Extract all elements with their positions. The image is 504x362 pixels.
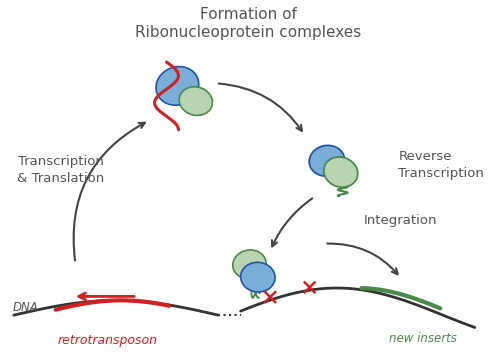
Ellipse shape	[233, 250, 266, 279]
Text: new inserts: new inserts	[389, 332, 457, 345]
Ellipse shape	[324, 157, 358, 187]
Text: Ribonucleoprotein complexes: Ribonucleoprotein complexes	[135, 25, 361, 40]
Ellipse shape	[240, 262, 275, 292]
Text: Integration: Integration	[364, 214, 437, 227]
Text: DNA: DNA	[12, 301, 38, 314]
Ellipse shape	[309, 146, 345, 176]
Ellipse shape	[156, 67, 199, 105]
Text: Transcription
& Translation: Transcription & Translation	[17, 155, 104, 185]
Ellipse shape	[179, 87, 213, 115]
Text: Formation of: Formation of	[200, 7, 296, 22]
Text: retrotransposon: retrotransposon	[57, 334, 157, 347]
Text: Reverse
Transcription: Reverse Transcription	[399, 150, 484, 180]
